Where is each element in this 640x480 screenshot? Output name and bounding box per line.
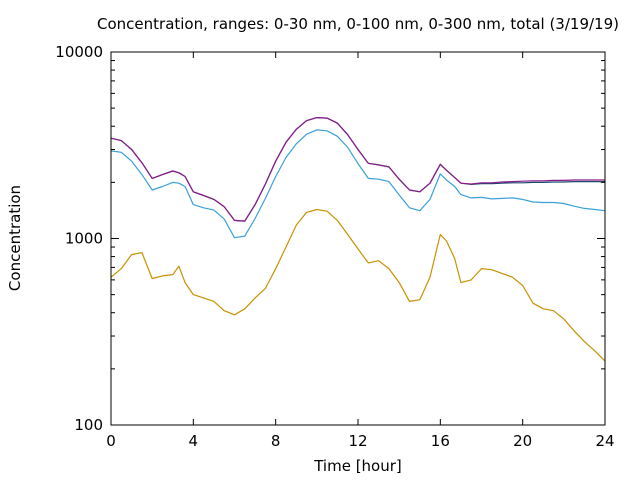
x-tick-label: 12	[348, 432, 367, 450]
x-tick-label: 4	[189, 432, 199, 450]
plot-frame	[110, 51, 606, 426]
series-line-1	[110, 129, 606, 239]
y-tick-label: 100	[74, 416, 103, 434]
x-tick-label: 0	[106, 432, 116, 450]
y-axis-label: Concentration	[6, 185, 24, 291]
x-tick-label: 8	[271, 432, 281, 450]
ticks-layer: 0 4 8 12 16 20 24 100 1000 10000	[55, 43, 614, 450]
x-tick-label: 24	[595, 432, 614, 450]
x-tick-label: 16	[431, 432, 450, 450]
series-line-0	[110, 208, 606, 362]
series-line-2	[110, 116, 606, 222]
series-line-3	[110, 116, 606, 222]
series-layer	[110, 116, 606, 362]
x-axis-label: Time [hour]	[313, 457, 402, 475]
chart-title: Concentration, ranges: 0-30 nm, 0-100 nm…	[97, 15, 619, 33]
y-tick-label: 1000	[65, 230, 103, 248]
y-tick-label: 10000	[55, 43, 103, 61]
x-tick-label: 20	[513, 432, 532, 450]
